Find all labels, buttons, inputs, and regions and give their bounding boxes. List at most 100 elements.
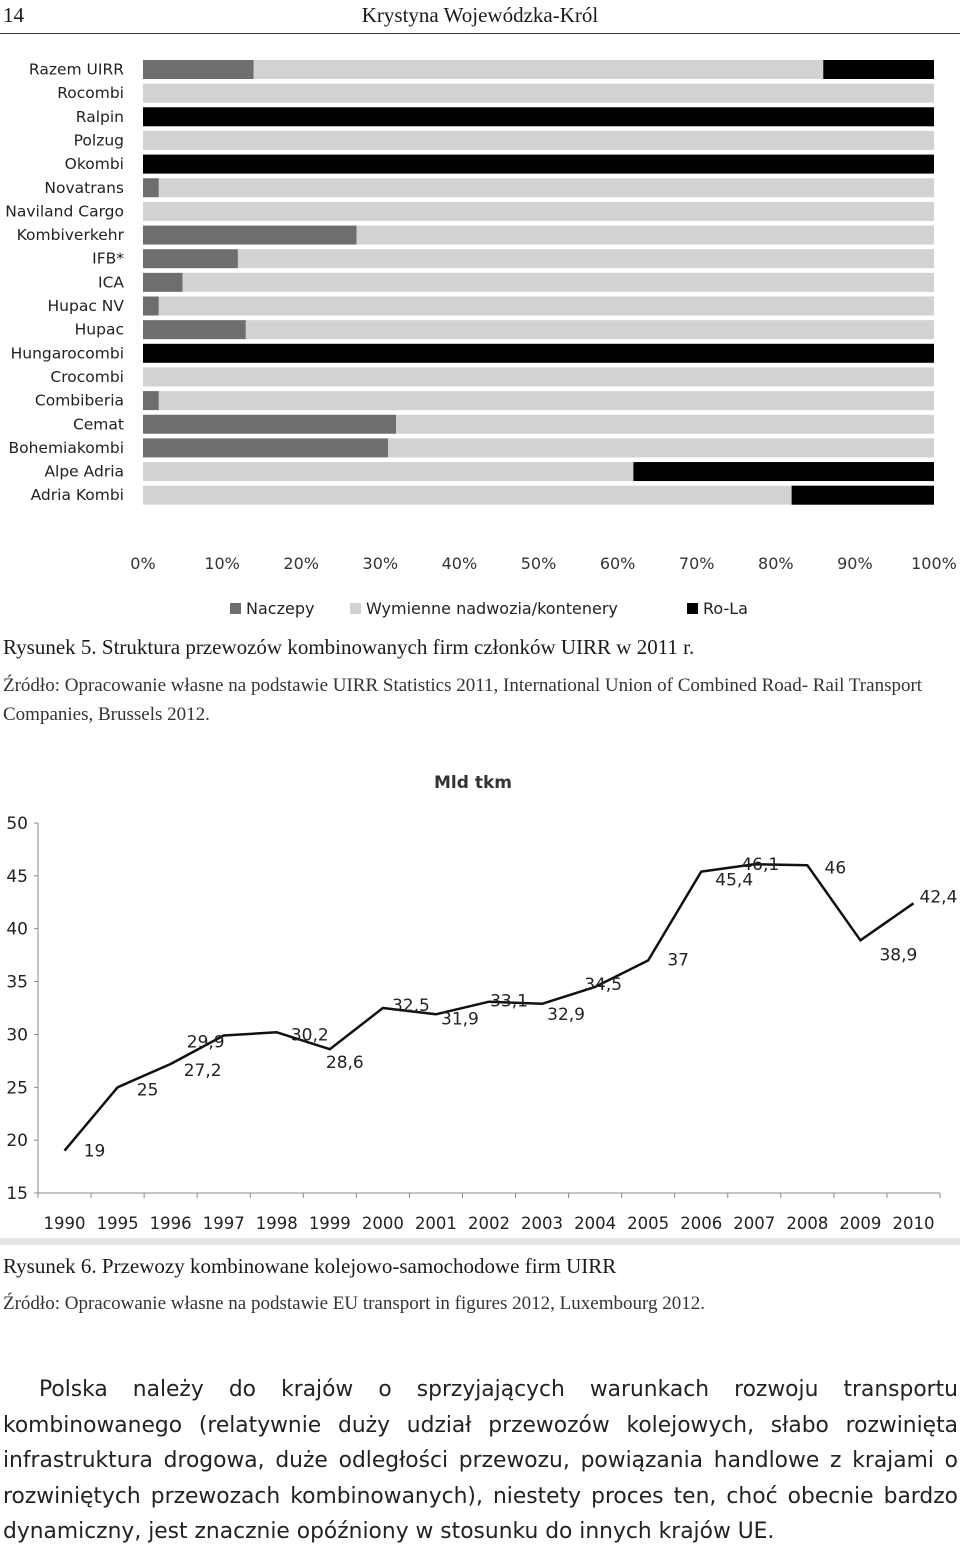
y-tick-label: 40 [6, 920, 28, 940]
x-tick-label: 1990 [44, 1214, 86, 1233]
x-tick-label: 20% [283, 554, 319, 573]
legend-label: Wymienne nadwozia/kontenery [366, 599, 618, 618]
category-label: Alpe Adria [44, 463, 124, 481]
category-label: Ralpin [76, 108, 124, 126]
bar-segment [253, 60, 824, 79]
data-label: 38,9 [879, 945, 917, 965]
data-label: 46,1 [741, 855, 779, 875]
x-tick-label: 2006 [680, 1214, 722, 1233]
bottom-shadow [0, 1238, 960, 1245]
legend-swatch [230, 603, 241, 614]
bar-segment [143, 414, 397, 434]
category-label: Polzug [74, 131, 124, 149]
bar-segment [143, 296, 159, 316]
data-label: 34,5 [584, 975, 622, 995]
x-tick-label: 70% [679, 554, 715, 573]
stacked-bar-chart: Razem UIRR Rocombi Ralpin Polzug Okombi Novat… [5, 60, 957, 618]
bar-segment [143, 391, 159, 411]
x-tick-label: 2000 [362, 1214, 404, 1233]
data-label: 19 [84, 1142, 106, 1162]
legend-swatch [350, 603, 361, 614]
data-label: 32,5 [392, 996, 430, 1016]
chart-title: Mld tkm [434, 773, 512, 793]
x-tick-label: 2004 [574, 1214, 616, 1233]
x-tick-label: 80% [758, 554, 794, 573]
category-labels: Razem UIRR Rocombi Ralpin Polzug Okombi Novat… [5, 61, 124, 505]
y-tick-label: 20 [6, 1131, 28, 1151]
data-label: 46 [825, 858, 847, 878]
data-labels: 19 25 27,2 29,9 30,2 28,6 32,5 31,9 33,1 32,9 34,5… [84, 855, 958, 1161]
bar-segment [396, 414, 934, 434]
data-label: 29,9 [187, 1032, 225, 1052]
bar-segment [143, 320, 246, 340]
bar-segment [158, 391, 934, 411]
x-tick-label: 0% [130, 554, 155, 573]
data-label: 30,2 [291, 1025, 329, 1045]
x-tick-label: 1997 [203, 1214, 245, 1233]
y-tick-label: 45 [6, 867, 28, 887]
y-tick-label: 35 [6, 973, 28, 993]
body-paragraph: Polska należy do krajów o sprzyjających … [3, 1377, 958, 1544]
legend-swatch [687, 603, 698, 614]
data-label: 27,2 [184, 1061, 222, 1081]
x-tick-label: 60% [600, 554, 636, 573]
running-head: 14 Krystyna Wojewódzka-Król [0, 0, 960, 34]
x-tick-label: 50% [521, 554, 557, 573]
legend: Naczepy Wymienne nadwozia/kontenery Ro-La [230, 599, 748, 618]
bar-segment [245, 320, 934, 340]
data-label: 28,6 [326, 1053, 364, 1073]
x-axis-ticks: 0% 10% 20% 30% 40% 50% 60% 70% 80% 90% 100% [130, 554, 957, 573]
x-tick-label: 1999 [309, 1214, 351, 1233]
x-tick-label: 30% [363, 554, 399, 573]
data-label: 32,9 [547, 1005, 585, 1025]
bar-group [143, 60, 935, 505]
x-tick-label: 100% [911, 554, 957, 573]
x-tick-label: 2010 [892, 1214, 934, 1233]
category-label: Novatrans [44, 179, 124, 197]
header-rule [0, 33, 960, 34]
y-axis-ticks: 15 20 25 30 35 40 45 50 [6, 814, 38, 1204]
legend-label: Naczepy [246, 599, 314, 618]
bar-segment [143, 485, 792, 505]
bar-segment [633, 462, 934, 482]
series-line [63, 862, 915, 1152]
bar-segment [143, 225, 357, 245]
bar-segment [143, 272, 183, 292]
figure-6-caption: Rysunek 6. Przewozy kombinowane kolejowo… [3, 1254, 617, 1278]
data-label: 31,9 [441, 1009, 479, 1029]
figure-5-source: Źródło: Opracowanie własne na podstawie … [3, 675, 923, 725]
bar-segment [143, 107, 934, 127]
bar-segment [143, 462, 634, 482]
bar-segment [791, 485, 934, 505]
x-tick-label: 2003 [521, 1214, 563, 1233]
category-label: Naviland Cargo [5, 202, 124, 220]
figure-5-caption: Rysunek 5. Struktura przewozów kombinowa… [3, 635, 695, 659]
bar-segment [823, 60, 934, 79]
category-label: Bohemiakombi [8, 439, 124, 457]
bar-segment [143, 83, 934, 103]
y-tick-label: 30 [6, 1025, 28, 1045]
x-axis-ticks: 1990 1995 1996 1997 1998 1999 2000 2001 2002 2003… [37, 1193, 941, 1233]
category-label: Adria Kombi [31, 486, 124, 504]
y-tick-label: 15 [6, 1184, 28, 1204]
category-label: ICA [98, 273, 124, 291]
category-label: Crocombi [50, 368, 124, 386]
x-tick-label: 2005 [627, 1214, 669, 1233]
category-label: Hupac NV [48, 297, 125, 315]
category-label: Kombiverkehr [17, 226, 125, 244]
bar-segment [143, 367, 934, 387]
x-tick-label: 2002 [468, 1214, 510, 1233]
bar-segment [143, 201, 934, 221]
category-label: Combiberia [35, 392, 124, 410]
legend-label: Ro-La [703, 599, 748, 618]
bar-segment [356, 225, 934, 245]
page-number: 14 [3, 3, 24, 27]
x-tick-label: 2009 [839, 1214, 881, 1233]
data-label: 25 [137, 1080, 159, 1100]
running-head-author: Krystyna Wojewódzka-Król [361, 3, 599, 27]
x-tick-label: 1998 [256, 1214, 298, 1233]
bar-segment [237, 249, 935, 269]
category-label: Cemat [73, 415, 124, 433]
category-label: Hupac [75, 321, 124, 339]
